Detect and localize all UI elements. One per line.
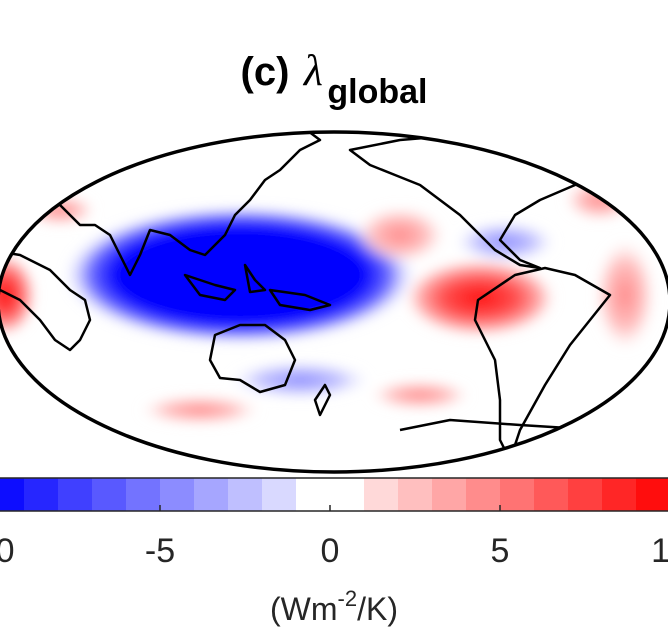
colorbar-label-base: (Wm: [270, 591, 338, 627]
colorbar-tick-label: -10: [0, 532, 15, 570]
colorbar-label: (Wm-2/K): [270, 586, 398, 627]
colorbar-swatch: [330, 478, 365, 511]
colorbar-swatch: [568, 478, 603, 511]
globe-outline: [0, 130, 668, 474]
colorbar-swatch: [24, 478, 59, 511]
colorbar-label-rest: /K): [357, 591, 398, 627]
title: (c) λ global: [241, 46, 428, 111]
colorbar: -10 -5 0 5 10: [0, 478, 668, 570]
colorbar-swatch: [194, 478, 229, 511]
colorbar-swatch: [636, 478, 668, 511]
colorbar-swatch: [160, 478, 195, 511]
colorbar-label-superscript: -2: [338, 586, 358, 611]
map-field: [0, 132, 668, 472]
colorbar-swatch: [296, 478, 331, 511]
colorbar-tick-label: -5: [145, 532, 175, 570]
colorbar-tick-label: 5: [491, 532, 510, 570]
colorbar-swatch: [602, 478, 637, 511]
title-symbol: λ: [302, 46, 323, 95]
colorbar-swatch: [432, 478, 467, 511]
colorbar-tick-label: 10: [651, 532, 668, 570]
colorbar-swatch: [364, 478, 399, 511]
colorbar-swatch: [262, 478, 297, 511]
colorbar-tick-label: 0: [321, 532, 340, 570]
title-subscript: global: [327, 73, 427, 111]
colorbar-swatch: [58, 478, 93, 511]
colorbar-swatch: [228, 478, 263, 511]
colorbar-swatch: [0, 478, 25, 511]
colorbar-frame: [0, 477, 668, 512]
colorbar-swatch: [534, 478, 569, 511]
colorbar-swatch: [398, 478, 433, 511]
colorbar-swatch: [126, 478, 161, 511]
coastlines: [0, 132, 641, 462]
colorbar-swatch: [92, 478, 127, 511]
title-prefix: (c): [241, 50, 290, 94]
colorbar-swatch: [500, 478, 535, 511]
colorbar-swatch: [466, 478, 501, 511]
